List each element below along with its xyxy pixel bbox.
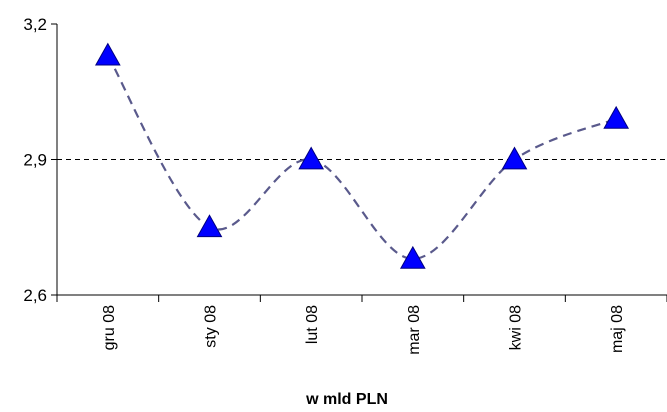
series-line — [106, 55, 617, 260]
data-point-marker — [399, 245, 426, 269]
x-tick-label: sty 08 — [203, 305, 220, 348]
x-tick-label: maj 08 — [609, 305, 626, 353]
data-point-marker — [94, 42, 121, 66]
y-tick-label: 2,6 — [23, 286, 47, 305]
y-tick-label: 3,2 — [23, 15, 47, 34]
x-tick-label: kwi 08 — [508, 305, 525, 350]
x-tick-label: lut 08 — [304, 305, 321, 344]
chart-axes: 2,6 2,9 3,2 gru 08 sty 08 lut 08 mar 08 kwi 08 m… — [23, 15, 667, 355]
x-tick-label: mar 08 — [406, 305, 423, 355]
x-axis-title: w mld PLN — [305, 391, 388, 408]
data-point-marker — [298, 146, 325, 170]
data-point-marker — [501, 146, 528, 170]
y-tick-label: 2,9 — [23, 151, 47, 170]
data-point-marker — [603, 105, 630, 129]
x-tick-label: gru 08 — [101, 305, 118, 350]
chart-series — [94, 42, 630, 269]
data-point-marker — [196, 214, 223, 238]
